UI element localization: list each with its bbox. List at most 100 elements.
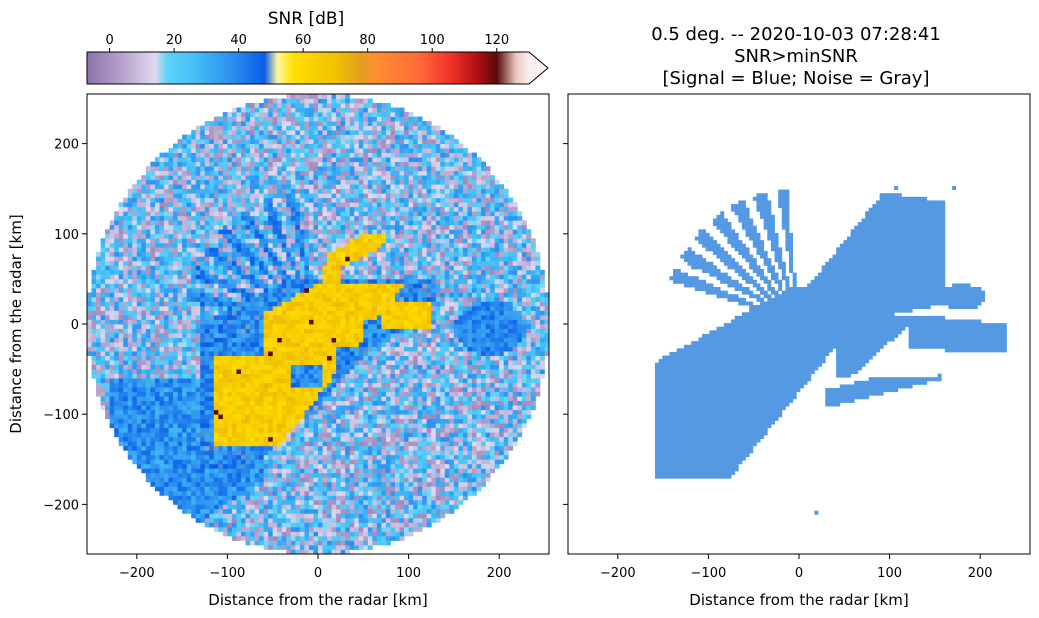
snr-cell — [254, 125, 260, 131]
snr-cell — [308, 373, 314, 379]
snr-cell — [268, 364, 274, 370]
snr-cell — [263, 274, 269, 280]
snr-cell — [295, 535, 301, 541]
snr-cell — [127, 418, 133, 424]
snr-cell — [327, 454, 332, 460]
snr-cell — [150, 432, 156, 438]
snr-cell — [200, 391, 206, 397]
snr-cell — [109, 396, 115, 402]
snr-cell — [250, 260, 255, 266]
snr-cell — [318, 265, 323, 271]
snr-cell — [340, 400, 346, 406]
snr-cell — [286, 351, 292, 356]
snr-cell — [322, 486, 328, 492]
snr-cell — [245, 499, 251, 505]
snr-cell — [136, 405, 142, 411]
snr-cell — [177, 495, 183, 501]
snr-cell — [227, 490, 233, 496]
snr-cell — [250, 112, 255, 117]
snr-cell — [213, 373, 219, 379]
snr-cell — [218, 450, 224, 456]
snr-cell — [209, 418, 215, 424]
snr-cell — [209, 152, 215, 158]
snr-cell — [209, 265, 215, 271]
snr-cell — [164, 256, 169, 262]
snr-cell — [304, 342, 310, 347]
snr-cell — [322, 184, 328, 190]
snr-cell — [173, 423, 178, 429]
snr-cell — [313, 305, 319, 311]
snr-cell — [195, 328, 201, 334]
snr-cell — [231, 400, 237, 406]
snr-cell — [308, 179, 314, 185]
snr-cell — [204, 193, 210, 199]
snr-cell — [308, 477, 314, 483]
snr-cell — [145, 310, 151, 316]
snr-cell — [231, 333, 237, 338]
snr-cell — [250, 346, 255, 352]
snr-cell — [186, 143, 192, 149]
snr-cell — [200, 319, 206, 325]
snr-cell — [259, 481, 265, 487]
snr-cell — [322, 328, 328, 334]
snr-cell — [231, 251, 237, 257]
snr-cell — [304, 161, 310, 167]
snr-cell — [218, 319, 224, 325]
snr-cell — [241, 197, 246, 203]
snr-cell — [245, 188, 251, 194]
snr-cell — [105, 391, 111, 397]
snr-cell — [299, 112, 305, 117]
snr-cell — [313, 197, 319, 203]
snr-cell — [304, 490, 310, 496]
snr-cell — [114, 346, 120, 352]
snr-cell — [313, 260, 319, 266]
snr-cell — [290, 387, 296, 393]
snr-cell — [109, 256, 115, 262]
snr-cell — [218, 328, 224, 334]
snr-cell — [281, 351, 287, 356]
snr-cell — [136, 378, 142, 384]
snr-cell — [195, 495, 201, 501]
snr-cell — [345, 490, 351, 496]
snr-cell — [150, 188, 156, 194]
snr-cell — [177, 157, 183, 163]
snr-cell — [209, 486, 215, 492]
snr-cell — [164, 269, 169, 275]
snr-cell — [299, 292, 305, 298]
snr-cell — [268, 238, 274, 244]
snr-cell — [231, 292, 237, 298]
snr-cell — [268, 269, 274, 275]
snr-cell — [236, 121, 242, 126]
snr-cell — [272, 287, 278, 293]
snr-cell — [145, 215, 151, 221]
snr-cell — [204, 477, 210, 483]
snr-cell — [295, 418, 301, 424]
snr-cell — [200, 463, 206, 469]
colorbar-outline — [86, 51, 549, 85]
snr-cell — [209, 125, 215, 131]
snr-cell — [336, 436, 342, 442]
snr-cell — [354, 242, 360, 248]
snr-cell — [241, 373, 246, 379]
snr-cell — [340, 409, 346, 415]
snr-cell — [222, 454, 228, 460]
snr-cell — [127, 211, 133, 217]
snr-cell — [295, 328, 301, 334]
snr-cell — [191, 319, 197, 325]
snr-cell — [200, 360, 206, 365]
snr-cell — [227, 287, 233, 293]
snr-cell — [308, 296, 314, 302]
snr-cell — [177, 314, 183, 320]
snr-cell — [281, 202, 287, 208]
snr-cell — [173, 220, 178, 226]
snr-cell — [109, 296, 115, 302]
snr-cell — [259, 346, 265, 352]
snr-cell — [182, 360, 188, 365]
snr-cell — [250, 256, 255, 262]
snr-cell — [327, 175, 332, 181]
snr-cell — [340, 166, 346, 172]
snr-cell — [299, 220, 305, 226]
snr-cell — [336, 179, 342, 185]
snr-cell — [109, 346, 115, 352]
snr-cell — [222, 346, 228, 352]
